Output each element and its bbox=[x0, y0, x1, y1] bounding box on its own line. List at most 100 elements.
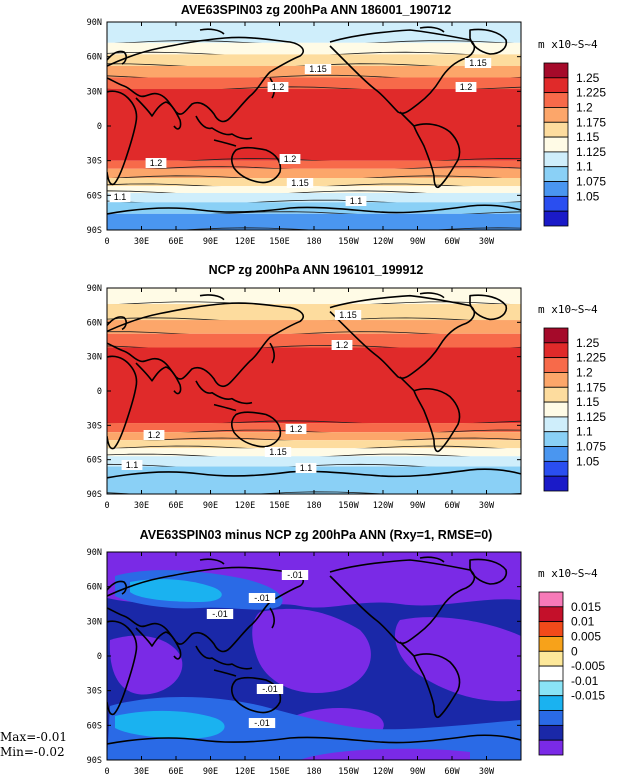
x-tick-90E: 90E bbox=[203, 237, 218, 247]
contour-label-4: -.01 bbox=[254, 718, 270, 728]
y-tick-0: 0 bbox=[97, 387, 102, 397]
contour-label-bg-1 bbox=[248, 593, 276, 603]
x-tick-120E: 120E bbox=[235, 767, 255, 777]
y-tick-90N: 90N bbox=[87, 548, 102, 558]
field-band-0 bbox=[107, 288, 521, 305]
x-tick-90E: 90E bbox=[203, 767, 218, 777]
colorbar-swatch-5 bbox=[543, 401, 569, 418]
field-band-9 bbox=[107, 186, 521, 194]
colorbar-label-0: 1.25 bbox=[576, 336, 600, 350]
field-band-4 bbox=[107, 347, 521, 424]
panel-3: AVE63SPIN03 minus NCP zg 200hPa ANN (Rxy… bbox=[0, 528, 605, 777]
colorbar-swatch-10 bbox=[538, 739, 564, 756]
diff-region-midlat-purple-b bbox=[395, 617, 521, 702]
contour-label-2: -.01 bbox=[212, 609, 228, 619]
contour-label-6: 1.1 bbox=[300, 463, 313, 473]
contour-label-bg-2 bbox=[143, 430, 165, 440]
colorbar-label-5: 1.125 bbox=[576, 145, 606, 159]
panel-3-title: AVE63SPIN03 minus NCP zg 200hPa ANN (Rxy… bbox=[140, 528, 493, 542]
colorbar-label-8: 1.05 bbox=[576, 454, 600, 468]
colorbar-swatch-2 bbox=[543, 357, 569, 373]
colorbar-label-3: 1.175 bbox=[576, 380, 606, 394]
contour-label-6: 1.15 bbox=[291, 178, 309, 188]
colorbar-swatch-2 bbox=[543, 92, 569, 108]
x-tick-0: 0 bbox=[104, 237, 109, 247]
contour-label-bg-4 bbox=[145, 158, 167, 168]
field-band-7 bbox=[107, 168, 521, 178]
x-tick-60E: 60E bbox=[168, 767, 183, 777]
contour-label-4: 1.15 bbox=[269, 447, 287, 457]
stat-max: Max=-0.01 bbox=[0, 730, 67, 744]
panel-1-units: m x10~S~4 bbox=[538, 38, 598, 51]
field-band-10 bbox=[107, 193, 521, 203]
panel-3-field bbox=[107, 552, 521, 760]
panel-1-x-ticks: 0 30E 60E 90E 120E 150E 180 150W 120W 90W 60W 30W bbox=[104, 22, 495, 247]
field-band-8 bbox=[107, 178, 521, 187]
colorbar-swatch-9 bbox=[543, 460, 569, 477]
contour-label-bg-1 bbox=[331, 340, 353, 350]
field-band-12 bbox=[107, 213, 521, 230]
colorbar-swatch-4 bbox=[543, 386, 569, 403]
y-tick-30S: 30S bbox=[87, 157, 102, 167]
x-tick-180: 180 bbox=[306, 237, 321, 247]
colorbar-swatch-0 bbox=[538, 591, 564, 608]
contour-label-bg-2 bbox=[267, 82, 289, 92]
x-tick-60E: 60E bbox=[168, 237, 183, 247]
y-tick-60S: 60S bbox=[87, 456, 102, 466]
field-band-0 bbox=[107, 22, 521, 43]
colorbar-swatch-7 bbox=[543, 431, 569, 447]
colorbar-label-2: 1.2 bbox=[576, 100, 593, 114]
panel-1-y-ticks: 90N 60N 30N 0 30S 60S 90S bbox=[87, 18, 521, 236]
y-tick-90S: 90S bbox=[87, 756, 102, 766]
contour-label-1: -.01 bbox=[254, 593, 270, 603]
colorbar-swatch-10 bbox=[543, 210, 569, 227]
x-tick-60W: 60W bbox=[444, 767, 460, 777]
colorbar-label-2: 1.2 bbox=[576, 365, 593, 379]
y-tick-30S: 30S bbox=[87, 687, 102, 697]
x-tick-60W: 60W bbox=[444, 501, 460, 511]
x-tick-120W: 120W bbox=[373, 237, 394, 247]
stat-min: Min=-0.02 bbox=[0, 745, 65, 759]
x-tick-120E: 120E bbox=[235, 237, 255, 247]
contour-label-bg-3 bbox=[455, 82, 477, 92]
colorbar-swatch-2 bbox=[538, 621, 564, 637]
y-tick-60N: 60N bbox=[87, 318, 102, 328]
contour-label-0: -.01 bbox=[287, 570, 303, 580]
y-tick-30N: 30N bbox=[87, 87, 102, 97]
contour-label-bg-6 bbox=[295, 463, 317, 473]
colorbar-label-3: 0 bbox=[571, 644, 578, 658]
field-band-5 bbox=[107, 89, 521, 161]
field-band-6 bbox=[107, 160, 521, 169]
colorbar-label-6: -0.015 bbox=[571, 689, 605, 703]
colorbar-swatch-1 bbox=[543, 342, 569, 359]
contour-label-bg-4 bbox=[264, 447, 292, 457]
y-tick-60N: 60N bbox=[87, 53, 102, 63]
panel-2-field bbox=[107, 288, 521, 494]
panel-1-field bbox=[107, 22, 521, 230]
colorbar-swatch-6 bbox=[538, 680, 564, 697]
colorbar-label-1: 1.225 bbox=[576, 351, 606, 365]
contour-label-1: 1.2 bbox=[336, 340, 349, 350]
contour-label-bg-0 bbox=[334, 310, 362, 320]
colorbar-swatch-7 bbox=[543, 166, 569, 182]
x-tick-90E: 90E bbox=[203, 501, 218, 511]
contour-label-bg-5 bbox=[121, 460, 143, 470]
panel-1-title: AVE63SPIN03 zg 200hPa ANN 186001_190712 bbox=[181, 3, 451, 17]
panel-3-y-ticks: 90N 60N 30N 0 30S 60S 90S bbox=[87, 548, 521, 766]
x-tick-120E: 120E bbox=[235, 501, 255, 511]
colorbar-label-4: 1.15 bbox=[576, 395, 600, 409]
y-tick-60N: 60N bbox=[87, 583, 102, 593]
diff-region-south-purple bbox=[300, 748, 470, 760]
x-tick-60E: 60E bbox=[168, 501, 183, 511]
contour-label-bg-2 bbox=[206, 609, 234, 619]
colorbar-label-4: -0.005 bbox=[571, 659, 605, 673]
x-tick-30W: 30W bbox=[479, 237, 495, 247]
contour-label-bg-1 bbox=[464, 58, 492, 68]
field-band-8 bbox=[107, 448, 521, 457]
field-band-3 bbox=[107, 333, 521, 348]
colorbar-label-1: 1.225 bbox=[576, 86, 606, 100]
y-tick-90S: 90S bbox=[87, 226, 102, 236]
